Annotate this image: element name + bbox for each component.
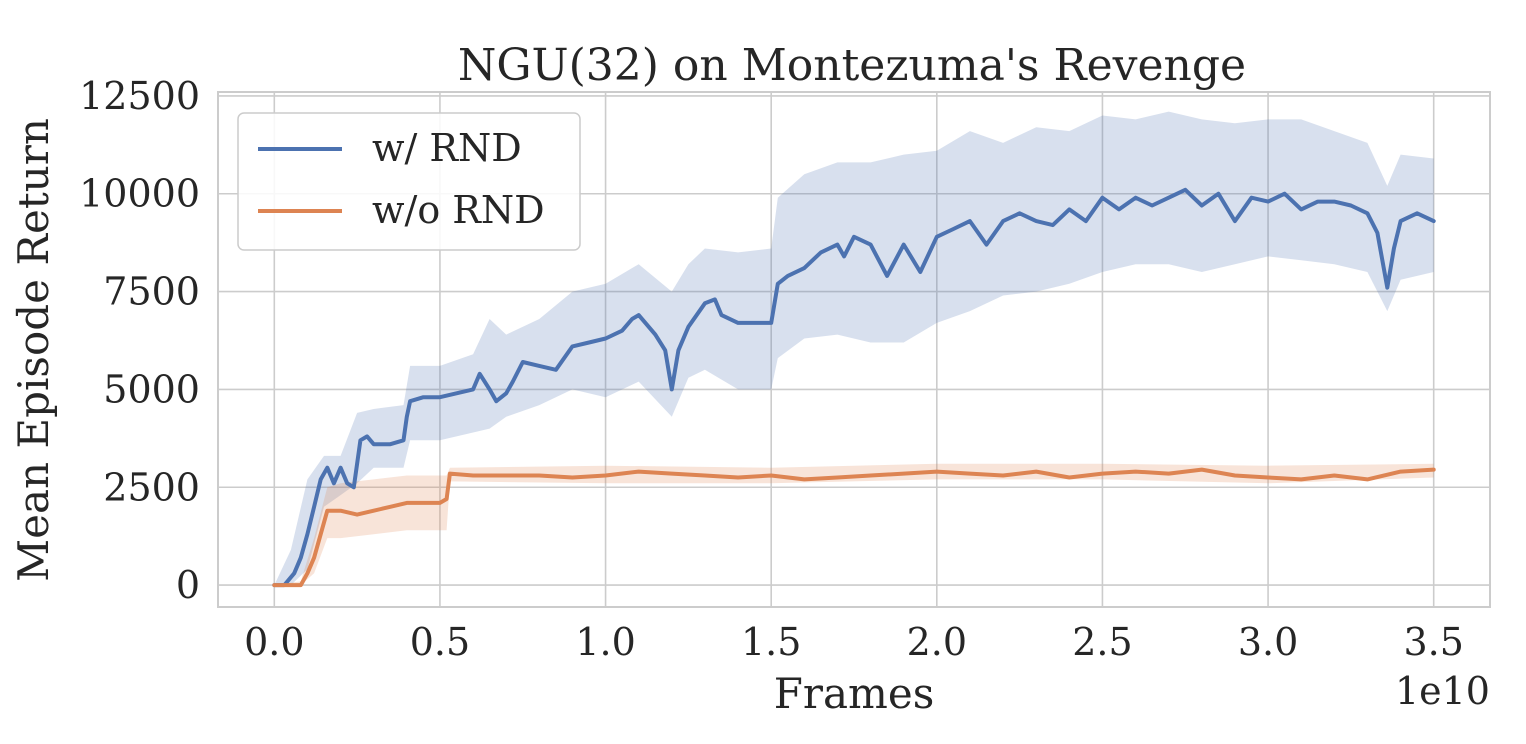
y-tick-label: 7500	[103, 270, 200, 314]
x-tick-label: 3.0	[1238, 620, 1298, 664]
series-lines	[272, 187, 1436, 588]
y-axis-label: Mean Episode Return	[9, 118, 58, 582]
y-tick-label: 5000	[103, 367, 200, 411]
confidence-band-w-rnd	[274, 111, 1434, 586]
plot-frame	[217, 91, 1491, 608]
x-tick-label: 1.5	[741, 620, 801, 664]
x-tick-label: 3.5	[1403, 620, 1463, 664]
grid	[218, 92, 1490, 607]
chart-title: NGU(32) on Montezuma's Revenge	[458, 40, 1246, 91]
y-tick-label: 10000	[79, 172, 200, 216]
x-tick-labels: 0.0 0.5 1.0 1.5 2.0 2.5 3.0 3.5	[244, 620, 1464, 664]
y-tick-label: 0	[176, 563, 200, 607]
series-line-w-o-rnd	[272, 467, 1436, 588]
y-tick-label: 12500	[79, 74, 200, 118]
x-tick-label: 0.5	[410, 620, 470, 664]
legend-label-w-rnd: w/ RND	[372, 126, 522, 170]
y-tick-label: 2500	[103, 465, 200, 509]
x-tick-label: 0.0	[244, 620, 304, 664]
x-axis-label: Frames	[774, 669, 935, 718]
legend: w/ RND w/o RND	[237, 112, 581, 251]
legend-label-wo-rnd: w/o RND	[372, 188, 545, 232]
x-scale-label: 1e10	[1395, 669, 1490, 713]
series-line-w-rnd	[272, 187, 1436, 588]
x-tick-label: 2.5	[1072, 620, 1132, 664]
y-tick-labels: 0 2500 5000 7500 10000 12500	[79, 74, 200, 607]
x-tick-label: 1.0	[575, 620, 635, 664]
x-tick-label: 2.0	[907, 620, 967, 664]
